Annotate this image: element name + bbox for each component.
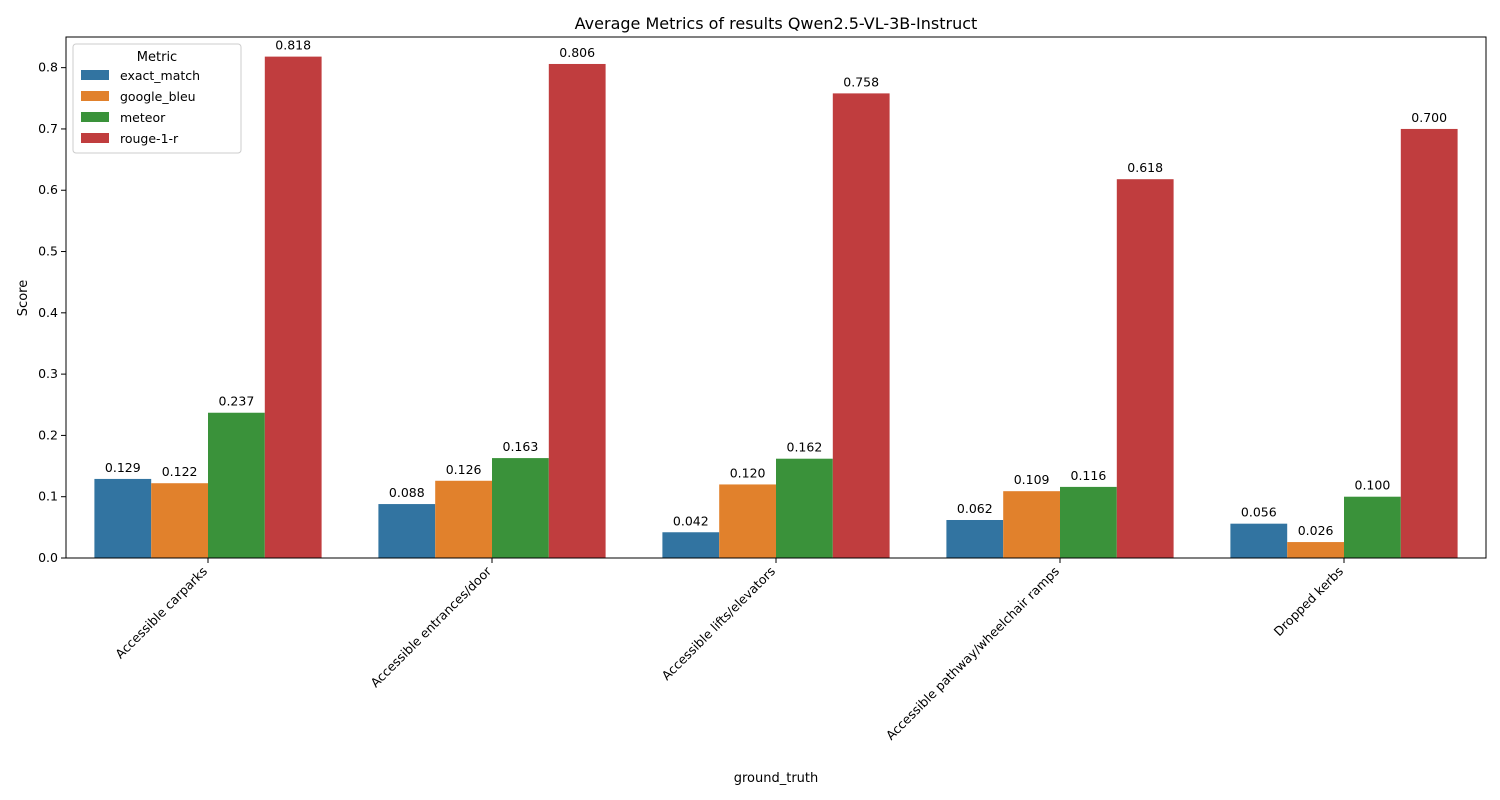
x-tick-label: Dropped kerbs	[1271, 564, 1346, 639]
y-tick-label: 0.8	[38, 60, 58, 75]
x-tick-label: Accessible carparks	[112, 564, 210, 662]
data-label: 0.042	[673, 513, 709, 528]
data-label: 0.056	[1241, 505, 1277, 520]
bar-meteor	[1060, 486, 1117, 558]
bar-google_bleu	[151, 483, 208, 558]
data-labels: 0.129 0.122 0.237 0.818 0.088 0.126 0.163 0.806…	[105, 38, 1447, 538]
bar-exact_match	[662, 532, 720, 558]
bar-rouge-1-r	[264, 56, 322, 559]
legend-swatch	[81, 70, 109, 80]
legend-entry: meteor	[120, 110, 166, 125]
x-axis: Accessible carparks Accessible entrances/…	[112, 558, 1346, 743]
data-label: 0.163	[503, 439, 539, 454]
y-tick-label: 0.5	[38, 244, 58, 259]
y-tick-label: 0.7	[38, 121, 58, 136]
chart-title: Average Metrics of results Qwen2.5-VL-3B…	[575, 14, 978, 33]
legend-swatch	[81, 91, 109, 101]
y-tick-label: 0.3	[38, 366, 58, 381]
data-label: 0.162	[787, 440, 823, 455]
bar-meteor	[208, 412, 265, 558]
bar-meteor	[492, 458, 549, 558]
x-tick-label: Accessible entrances/door	[367, 563, 494, 690]
legend-title: Metric	[137, 50, 177, 65]
y-tick-label: 0.4	[38, 305, 58, 320]
data-label: 0.700	[1411, 110, 1447, 125]
bar-exact_match	[946, 519, 1004, 558]
data-label: 0.026	[1298, 523, 1334, 538]
data-label: 0.758	[843, 74, 879, 89]
y-tick-label: 0.6	[38, 182, 58, 197]
data-label: 0.088	[389, 485, 425, 500]
legend-swatch	[81, 133, 109, 143]
bar-rouge-1-r	[1116, 179, 1174, 559]
bar-google_bleu	[435, 480, 492, 558]
bars	[94, 56, 1458, 559]
bar-google_bleu	[1287, 542, 1344, 558]
data-label: 0.806	[559, 45, 595, 60]
legend-swatch	[81, 112, 109, 122]
x-axis-label: ground_truth	[734, 771, 819, 786]
bar-meteor	[1344, 496, 1401, 558]
bar-exact_match	[94, 478, 152, 558]
y-tick-label: 0.2	[38, 427, 58, 442]
bar-google_bleu	[719, 484, 776, 558]
bar-rouge-1-r	[548, 63, 606, 558]
plot-frame	[65, 36, 1487, 559]
data-label: 0.122	[162, 464, 198, 479]
bar-meteor	[776, 458, 833, 558]
y-axis-label: Score	[16, 280, 31, 316]
y-tick-label: 0.1	[38, 489, 58, 504]
data-label: 0.818	[275, 38, 311, 53]
bar-rouge-1-r	[1400, 128, 1458, 559]
y-tick-label: 0.0	[38, 550, 58, 565]
data-label: 0.129	[105, 460, 141, 475]
data-label: 0.116	[1071, 468, 1107, 483]
x-tick-label: Accessible lifts/elevators	[658, 564, 778, 684]
data-label: 0.618	[1127, 160, 1163, 175]
bar-exact_match	[1230, 523, 1288, 558]
bar-google_bleu	[1003, 491, 1060, 558]
data-label: 0.126	[446, 462, 482, 477]
legend-entry: exact_match	[120, 68, 200, 83]
data-label: 0.100	[1355, 478, 1391, 493]
legend-frame	[72, 43, 242, 154]
data-label: 0.062	[957, 501, 993, 516]
y-axis: 0.0 0.1 0.2 0.3 0.4 0.5 0.6 0.7 0.8	[38, 60, 66, 565]
bar-rouge-1-r	[832, 93, 890, 558]
x-tick-label: Accessible pathway/wheelchair ramps	[883, 564, 1062, 743]
legend-entry: google_bleu	[120, 89, 196, 104]
data-label: 0.109	[1014, 472, 1050, 487]
bar-exact_match	[378, 504, 436, 558]
data-label: 0.120	[730, 465, 766, 480]
legend-entry: rouge-1-r	[120, 131, 179, 146]
data-label: 0.237	[219, 394, 255, 409]
